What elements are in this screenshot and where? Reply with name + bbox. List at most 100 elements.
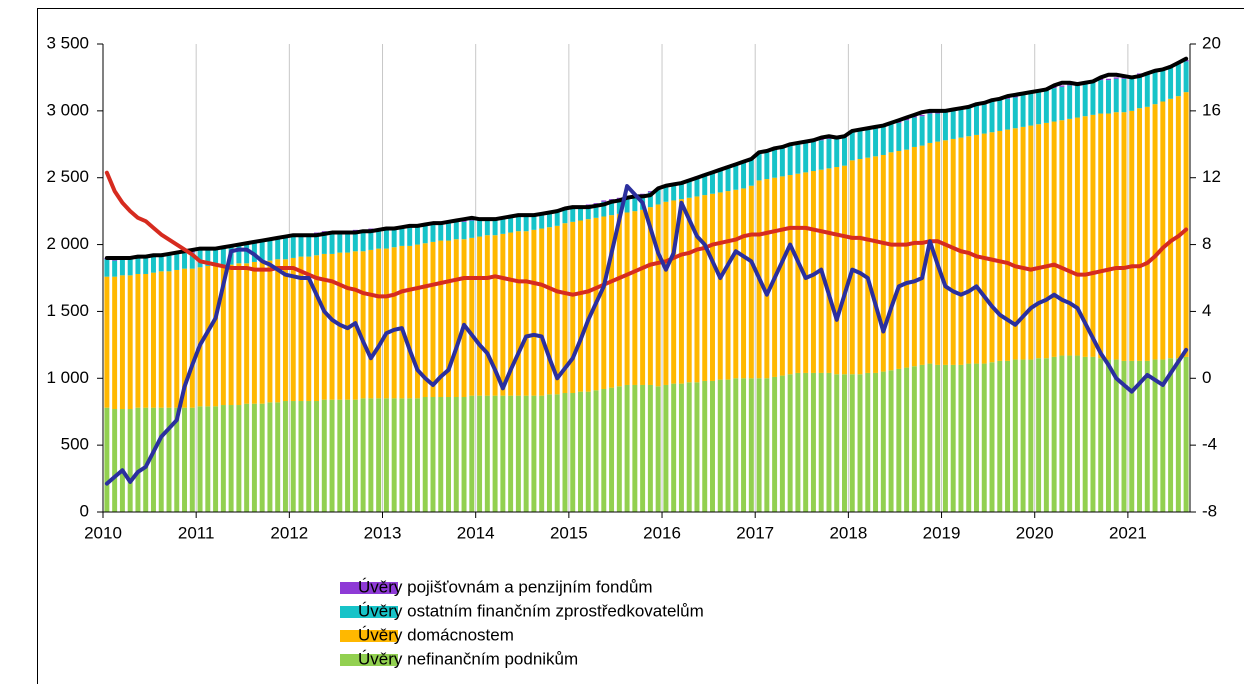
bar-segment — [469, 238, 474, 396]
bar-segment — [438, 223, 443, 240]
bar-segment — [229, 265, 234, 405]
bar-segment — [135, 258, 140, 274]
bar-segment — [1098, 80, 1103, 113]
bar-segment — [702, 381, 707, 512]
bar-segment — [182, 253, 187, 269]
bar-segment — [485, 219, 490, 235]
bar-segment — [376, 230, 381, 249]
bar-segment — [120, 259, 125, 275]
bar-segment — [632, 211, 637, 385]
bar-segment — [330, 254, 335, 400]
bar-segment — [741, 163, 746, 188]
bar-segment — [423, 226, 428, 243]
bar-segment — [803, 143, 808, 172]
bar-segment — [982, 104, 987, 133]
bar-segment — [1176, 358, 1181, 512]
bar-segment — [656, 386, 661, 512]
bar-segment — [1106, 360, 1111, 512]
bar-segment — [958, 108, 963, 137]
bar-segment — [562, 393, 567, 512]
bar-segment — [811, 142, 816, 171]
bar-segment — [889, 152, 894, 370]
x-tick-label: 2011 — [178, 523, 215, 542]
bar-segment — [795, 144, 800, 173]
bar-segment — [415, 398, 420, 512]
bar-segment — [694, 178, 699, 197]
x-tick-label: 2015 — [550, 523, 588, 542]
bar-segment — [306, 401, 311, 512]
bar-segment — [780, 176, 785, 375]
bar-segment — [1013, 360, 1018, 512]
bar-segment — [415, 227, 420, 244]
bar-segment — [772, 150, 777, 178]
bar-segment — [438, 397, 443, 512]
y2-tick-label: -4 — [1202, 435, 1217, 454]
bar-segment — [741, 188, 746, 378]
bar-segment — [881, 155, 886, 372]
x-tick-label: 2010 — [84, 523, 122, 542]
bar-segment — [477, 237, 482, 396]
bar-segment — [757, 378, 762, 512]
bar-segment — [1168, 99, 1173, 358]
bar-segment — [345, 400, 350, 512]
bar-segment — [485, 396, 490, 512]
bar-segment — [330, 234, 335, 254]
bar-segment — [904, 120, 909, 149]
bar-segment — [586, 219, 591, 391]
bar-segment — [485, 235, 490, 395]
y2-tick-label: 4 — [1202, 301, 1211, 320]
bar-segment — [1036, 124, 1041, 358]
bar-segment — [865, 158, 870, 373]
bar-segment — [330, 400, 335, 512]
bar-segment — [104, 277, 109, 408]
bar-segment — [927, 364, 932, 512]
bar-segment — [842, 166, 847, 375]
bar-segment — [858, 159, 863, 374]
bar-segment — [710, 172, 715, 193]
bar-segment — [1075, 356, 1080, 512]
bar-segment — [1059, 356, 1064, 512]
y-tick-label: 3 000 — [46, 100, 89, 119]
bar-segment — [493, 219, 498, 235]
bar-segment — [275, 239, 280, 259]
bar-segment — [143, 274, 148, 408]
bar-segment — [167, 408, 172, 512]
bar-segment — [997, 361, 1002, 512]
legend-label: Úvěry domácnostem — [358, 625, 514, 644]
bar-segment — [927, 114, 932, 143]
bar-segment — [741, 378, 746, 512]
bar-segment — [617, 386, 622, 512]
bar-segment — [990, 101, 995, 132]
bar-segment — [850, 132, 855, 160]
bar-segment — [508, 216, 513, 232]
bar-segment — [430, 242, 435, 397]
bar-segment — [1114, 77, 1119, 78]
bar-segment — [1145, 361, 1150, 512]
bar-segment — [974, 364, 979, 512]
bar-segment — [1044, 358, 1049, 512]
bar-segment — [702, 175, 707, 195]
bar-segment — [376, 398, 381, 512]
bar-segment — [1036, 358, 1041, 512]
bar-segment — [873, 373, 878, 512]
bar-segment — [795, 373, 800, 512]
bar-segment — [1114, 79, 1119, 112]
bar-segment — [1106, 79, 1111, 80]
bar-segment — [826, 373, 831, 512]
bar-segment — [190, 408, 195, 512]
bar-segment — [1145, 73, 1150, 106]
bar-segment — [687, 382, 692, 512]
bar-segment — [392, 229, 397, 248]
bar-segment — [966, 107, 971, 136]
bar-segment — [896, 369, 901, 512]
bar-segment — [632, 385, 637, 512]
y2-tick-label: 8 — [1202, 234, 1211, 253]
bar-segment — [570, 393, 575, 512]
bar-segment — [1067, 119, 1072, 356]
bar-segment — [1114, 112, 1119, 359]
bar-segment — [167, 255, 172, 271]
bar-segment — [710, 381, 715, 512]
bar-segment — [679, 384, 684, 512]
bar-segment — [112, 261, 117, 277]
bar-segment — [539, 229, 544, 396]
